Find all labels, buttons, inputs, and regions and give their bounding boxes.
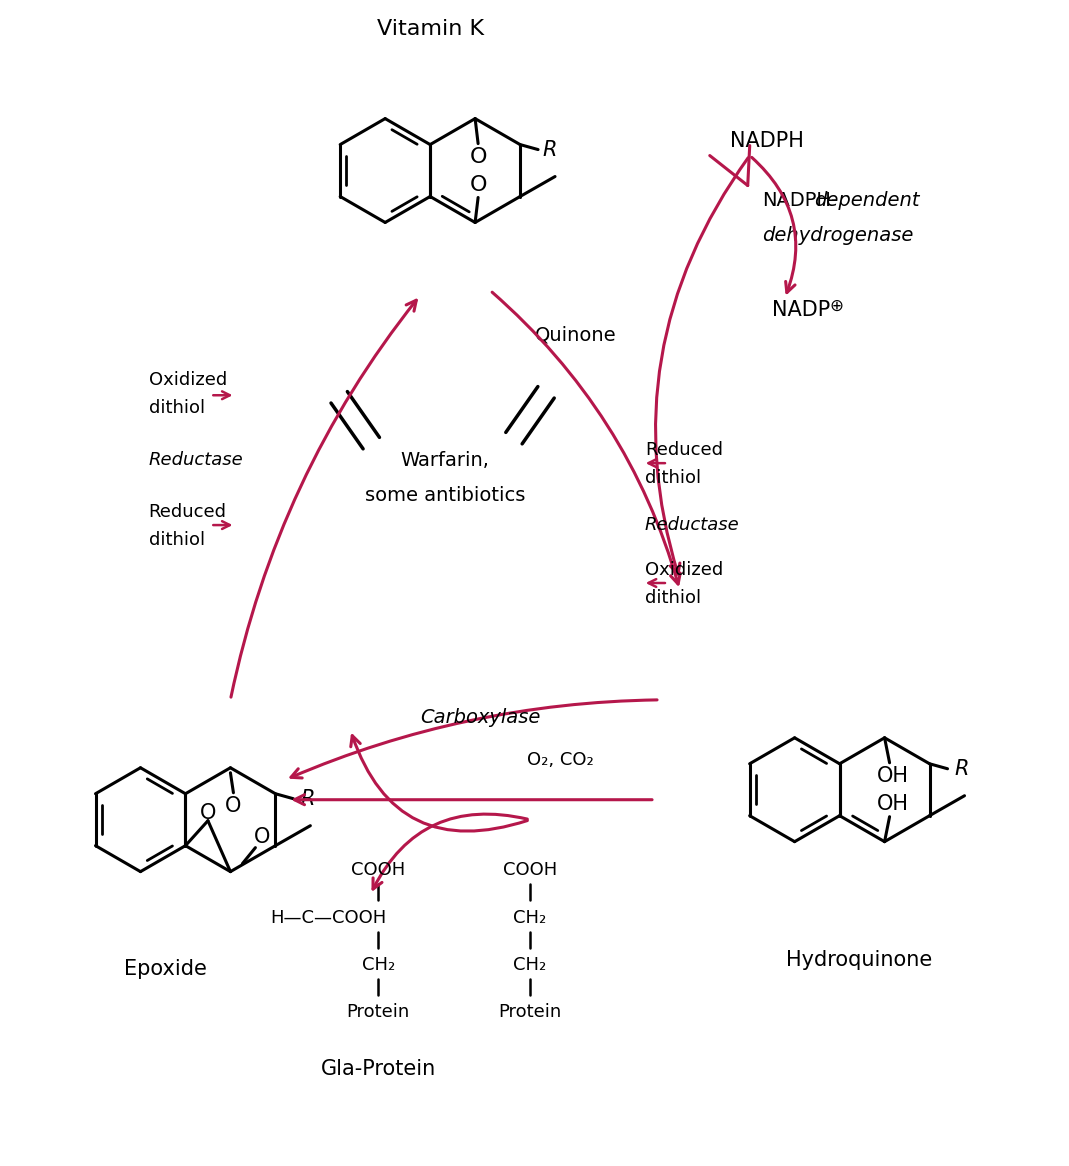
Text: O: O xyxy=(469,175,486,195)
Text: O: O xyxy=(200,802,216,823)
Text: O₂, CO₂: O₂, CO₂ xyxy=(527,751,593,768)
Text: dependent: dependent xyxy=(814,191,919,210)
Text: Reductase: Reductase xyxy=(645,517,740,534)
Text: O: O xyxy=(226,795,242,816)
Text: OH: OH xyxy=(877,766,909,786)
Text: dehydrogenase: dehydrogenase xyxy=(762,226,913,245)
Text: COOH: COOH xyxy=(351,861,405,879)
Text: OH: OH xyxy=(877,794,909,814)
Text: R: R xyxy=(955,759,969,779)
Text: Protein: Protein xyxy=(498,1004,561,1021)
Text: R: R xyxy=(300,788,314,809)
Text: Vitamin K: Vitamin K xyxy=(376,19,483,38)
Text: NADP: NADP xyxy=(772,301,830,321)
Text: CH₂: CH₂ xyxy=(513,955,546,974)
Text: dithiol: dithiol xyxy=(149,399,204,417)
Text: Epoxide: Epoxide xyxy=(124,960,207,979)
Text: Protein: Protein xyxy=(346,1004,409,1021)
Text: Reduced: Reduced xyxy=(149,503,227,521)
Text: Gla-Protein: Gla-Protein xyxy=(321,1060,436,1080)
Text: CH₂: CH₂ xyxy=(361,955,394,974)
Text: R: R xyxy=(543,140,557,160)
Text: Carboxylase: Carboxylase xyxy=(420,708,540,728)
Text: H—C—COOH: H—C—COOH xyxy=(270,908,386,927)
Text: dithiol: dithiol xyxy=(645,589,701,607)
Text: Quinone: Quinone xyxy=(534,325,617,345)
Text: ⊕: ⊕ xyxy=(830,296,843,315)
Text: CH₂: CH₂ xyxy=(513,908,546,927)
Text: O: O xyxy=(254,827,270,847)
Text: Reduced: Reduced xyxy=(645,441,723,459)
Text: dithiol: dithiol xyxy=(149,531,204,549)
Text: O: O xyxy=(469,147,486,167)
Text: Hydroquinone: Hydroquinone xyxy=(787,949,932,969)
Text: NADPH: NADPH xyxy=(730,131,804,150)
Text: Oxidized: Oxidized xyxy=(149,371,227,389)
Text: Reductase: Reductase xyxy=(149,451,244,469)
Text: dithiol: dithiol xyxy=(645,469,701,487)
Text: COOH: COOH xyxy=(502,861,557,879)
Text: Warfarin,: Warfarin, xyxy=(401,451,490,470)
Text: NADPH-: NADPH- xyxy=(762,191,838,210)
Text: Oxidized: Oxidized xyxy=(645,561,723,580)
Text: some antibiotics: some antibiotics xyxy=(365,485,525,505)
